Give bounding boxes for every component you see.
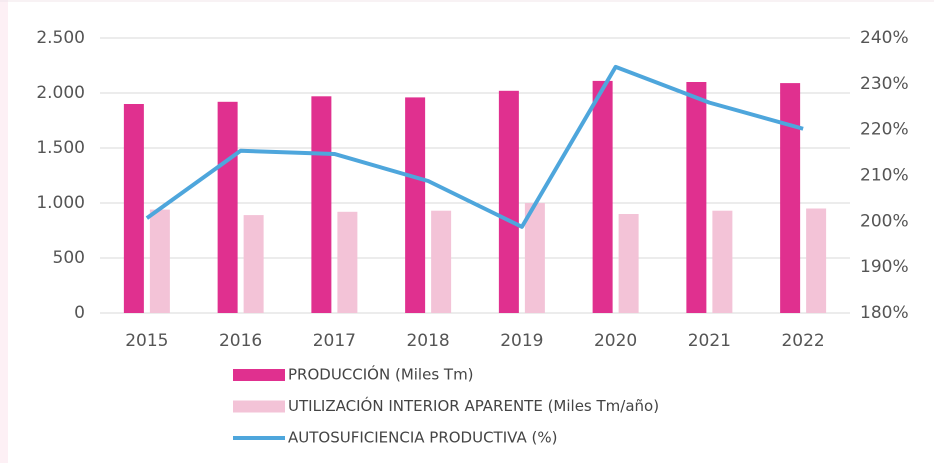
legend-label: AUTOSUFICIENCIA PRODUCTIVA (%) [288,429,557,447]
left-edge [0,0,8,463]
bar [149,209,170,313]
y-tick-label: 1.500 [36,138,85,158]
bar [524,203,545,313]
bar [686,82,707,313]
y2-tick-label: 200% [860,211,909,231]
bar [618,214,639,313]
x-tick-label: 2016 [219,331,262,351]
y-tick-label: 0 [74,303,85,323]
bar [311,96,332,313]
bar [806,208,827,313]
bar [337,211,358,313]
x-tick-label: 2015 [125,331,168,351]
y-tick-label: 1.000 [36,193,85,213]
y-tick-label: 2.500 [36,28,85,48]
bar [780,83,801,313]
legend-label: PRODUCCIÓN (Miles Tm) [288,365,474,384]
bar [217,101,238,313]
bar [405,97,426,314]
y2-tick-label: 180% [860,303,909,323]
x-tick-label: 2017 [313,331,356,351]
y-tick-label: 2.000 [36,83,85,103]
y2-tick-label: 230% [860,74,909,94]
x-tick-label: 2018 [406,331,449,351]
bar [243,215,264,313]
y-tick-label: 500 [53,248,85,268]
y2-tick-label: 220% [860,120,909,140]
x-tick-label: 2022 [781,331,824,351]
bar [498,90,519,313]
bar [123,104,144,313]
bar [712,210,733,313]
x-tick-label: 2021 [688,331,731,351]
y2-tick-label: 240% [860,28,909,48]
legend-swatch [233,369,285,381]
x-tick-label: 2020 [594,331,637,351]
line-series [145,64,804,229]
y2-tick-label: 210% [860,166,909,186]
legend-swatch [233,400,285,413]
bar [431,210,452,313]
x-tick-label: 2019 [500,331,543,351]
bar [592,80,613,314]
legend-label: UTILIZACIÓN INTERIOR APARENTE (Miles Tm/… [288,396,659,415]
y2-tick-label: 190% [860,257,909,277]
